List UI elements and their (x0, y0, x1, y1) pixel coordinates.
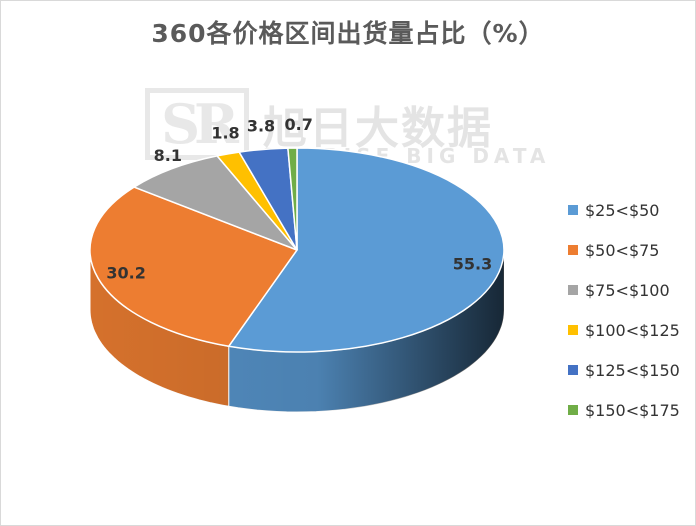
legend-swatch (568, 365, 578, 375)
legend-swatch (568, 285, 578, 295)
legend-swatch (568, 245, 578, 255)
pie-slice-1 (89, 186, 299, 348)
watermark-logo: SR (145, 88, 249, 160)
pie-slice-2 (132, 155, 298, 251)
legend-label: $100<$125 (585, 320, 680, 340)
legend-item-3: $100<$125 (568, 310, 692, 350)
data-label-2: 8.1 (154, 146, 182, 165)
legend-label: $75<$100 (585, 280, 670, 300)
pie-slices (89, 147, 505, 353)
legend-item-0: $25<$50 (568, 190, 692, 230)
legend-item-5: $150<$175 (568, 390, 692, 430)
watermark-cn-text: 旭日大数据 (263, 103, 493, 154)
data-label-4: 3.8 (247, 116, 275, 135)
data-label-1: 30.2 (106, 263, 145, 282)
data-label-0: 55.3 (453, 254, 492, 273)
legend-label: $50<$75 (585, 240, 660, 260)
legend: $25<$50 $50<$75 $75<$100 $100<$125 $125<$150… (568, 190, 692, 430)
legend-item-1: $50<$75 (568, 230, 692, 270)
legend-label: $25<$50 (585, 200, 660, 220)
pie-slice-5 (287, 147, 298, 251)
data-label-5: 0.7 (285, 115, 313, 134)
legend-label: $150<$175 (585, 400, 680, 420)
legend-item-2: $75<$100 (568, 270, 692, 310)
legend-swatch (568, 205, 578, 215)
legend-label: $125<$150 (585, 360, 680, 380)
legend-item-4: $125<$150 (568, 350, 692, 390)
legend-swatch (568, 325, 578, 335)
pie-data-labels: 55.3 30.2 8.1 1.8 3.8 0.7 (106, 115, 492, 282)
chart-title: 360各价格区间出货量占比（%） (151, 19, 545, 48)
pie-side-shading (90, 250, 504, 412)
legend-swatch (568, 405, 578, 415)
data-label-3: 1.8 (211, 123, 239, 142)
